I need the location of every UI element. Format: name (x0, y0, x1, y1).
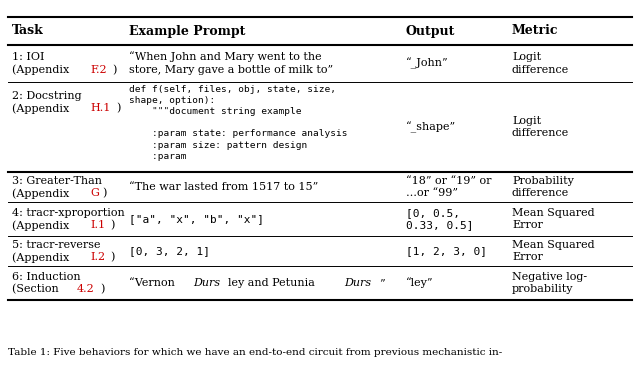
Text: Table 1: Five behaviors for which we have an end-to-end circuit from previous me: Table 1: Five behaviors for which we hav… (8, 348, 502, 357)
Text: (Appendix: (Appendix (12, 65, 73, 75)
Text: G: G (90, 188, 99, 199)
Text: 4.2: 4.2 (77, 284, 95, 295)
Text: (Appendix: (Appendix (12, 252, 73, 263)
Text: Mean Squared
Error: Mean Squared Error (512, 208, 595, 230)
Text: Probability
difference: Probability difference (512, 176, 574, 199)
Text: (Section: (Section (12, 284, 62, 295)
Text: 1: IOI: 1: IOI (12, 52, 45, 62)
Text: ["a", "x", "b", "x"]: ["a", "x", "b", "x"] (129, 214, 264, 224)
Text: I.1: I.1 (90, 220, 106, 230)
Text: [0, 0.5,
0.33, 0.5]: [0, 0.5, 0.33, 0.5] (406, 208, 474, 230)
Text: (Appendix: (Appendix (12, 220, 73, 231)
Text: Output: Output (406, 24, 456, 38)
Text: “ley”: “ley” (406, 278, 433, 288)
Text: Logit
difference: Logit difference (512, 116, 569, 138)
Text: Example Prompt: Example Prompt (129, 24, 245, 38)
Text: “_John”: “_John” (406, 58, 449, 69)
Text: “Vernon: “Vernon (129, 278, 179, 288)
Text: Logit
difference: Logit difference (512, 52, 569, 75)
Text: 5: tracr-reverse: 5: tracr-reverse (12, 239, 100, 250)
Text: Task: Task (12, 24, 44, 38)
Text: Durs: Durs (344, 278, 371, 288)
Text: H.1: H.1 (90, 103, 111, 114)
Text: 4: tracr-xproportion: 4: tracr-xproportion (12, 208, 125, 218)
Text: 6: Induction: 6: Induction (12, 272, 81, 281)
Text: 3: Greater-Than: 3: Greater-Than (12, 176, 102, 185)
Text: “When John and Mary went to the
store, Mary gave a bottle of milk to”: “When John and Mary went to the store, M… (129, 52, 333, 75)
Text: ”: ” (380, 278, 385, 288)
Text: “18” or “19” or
…or “99”: “18” or “19” or …or “99” (406, 176, 492, 199)
Text: (Appendix: (Appendix (12, 103, 73, 114)
Text: ): ) (116, 103, 121, 114)
Text: I.2: I.2 (90, 253, 106, 262)
Text: (Appendix: (Appendix (12, 188, 73, 199)
Text: def f(self, files, obj, state, size,
shape, option):
    """document string exam: def f(self, files, obj, state, size, sha… (129, 85, 348, 161)
Text: Durs: Durs (193, 278, 220, 288)
Text: ): ) (100, 284, 104, 295)
Text: [0, 3, 2, 1]: [0, 3, 2, 1] (129, 246, 210, 256)
Text: Negative log-
probability: Negative log- probability (512, 272, 587, 295)
Text: ): ) (110, 252, 115, 262)
Text: 2: Docstring: 2: Docstring (12, 91, 82, 101)
Text: [1, 2, 3, 0]: [1, 2, 3, 0] (406, 246, 487, 256)
Text: ): ) (110, 220, 115, 231)
Text: ): ) (112, 65, 116, 75)
Text: Mean Squared
Error: Mean Squared Error (512, 239, 595, 262)
Text: “The war lasted from 1517 to 15”: “The war lasted from 1517 to 15” (129, 182, 318, 192)
Text: Metric: Metric (512, 24, 559, 38)
Text: ): ) (102, 188, 106, 199)
Text: F.2: F.2 (90, 65, 107, 75)
Text: ley and Petunia: ley and Petunia (228, 278, 318, 288)
Text: “_shape”: “_shape” (406, 121, 456, 133)
